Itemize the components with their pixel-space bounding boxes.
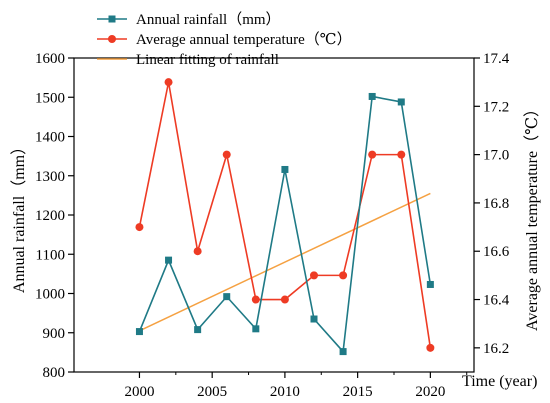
x-tick-label: 2000	[124, 384, 154, 400]
y-left-tick-label: 800	[43, 365, 66, 381]
series-1-point	[193, 247, 202, 256]
series-1-point	[339, 271, 348, 280]
series-0-point	[252, 325, 260, 333]
series-1-point	[280, 295, 289, 304]
plot-frame	[73, 57, 475, 373]
x-axis-label: Time (year)	[462, 373, 537, 390]
y-left-tick-label: 1100	[36, 247, 65, 263]
legend-marker	[108, 35, 116, 43]
legend-marker	[108, 15, 116, 23]
series-1-point	[251, 295, 260, 304]
y-axis-left-label: Annual rainfall（mm）	[10, 139, 28, 293]
series-1-point	[426, 343, 435, 352]
series-1-point	[135, 223, 144, 232]
series-0-point	[194, 326, 202, 334]
legend-label: Annual rainfall（mm）	[136, 11, 281, 28]
series-0-point	[397, 98, 405, 106]
y-left-tick-label: 1500	[35, 90, 65, 106]
series-1-point	[310, 271, 318, 280]
y-left-tick-label: 1200	[35, 208, 65, 224]
legend-label: Average annual temperature（℃）	[136, 31, 352, 48]
series-1-point	[397, 150, 406, 159]
y-right-tick-label: 17.0	[483, 148, 509, 164]
series-0-point	[339, 348, 347, 356]
y-right-tick-label: 16.8	[483, 196, 509, 212]
y-right-tick-label: 17.4	[483, 51, 510, 67]
series-1-point	[222, 150, 231, 159]
y-right-tick-label: 16.2	[483, 341, 509, 357]
series-0-point	[368, 92, 376, 100]
legend: Annual rainfall（mm） Average annual temper…	[97, 11, 352, 68]
series-layer	[135, 78, 435, 356]
series-1-line	[138, 81, 432, 348]
legend-label: Linear fitting of rainfall	[136, 52, 279, 68]
y-right-tick-label: 16.4	[483, 293, 510, 309]
series-0-point	[223, 293, 231, 301]
y-right-tick-label: 17.2	[483, 99, 509, 115]
y-left-tick-label: 900	[43, 326, 66, 342]
series-1-point	[368, 150, 377, 159]
x-tick-label: 2010	[270, 384, 300, 400]
series-0-point	[310, 315, 318, 323]
series-1-point	[164, 78, 173, 87]
series-0-point	[426, 280, 434, 288]
y-left-tick-label: 1400	[35, 130, 65, 146]
series-2-line	[139, 192, 431, 332]
y-right-tick-label: 16.6	[483, 244, 510, 260]
series-0-point	[281, 165, 289, 173]
x-tick-label: 2020	[415, 384, 445, 400]
series-0-point	[165, 256, 173, 264]
y-left-tick-label: 1300	[35, 169, 65, 185]
series-0-point	[135, 328, 143, 336]
y-left-tick-label: 1000	[35, 287, 65, 303]
y-axis-right-label: Average annual temperature（℃）	[523, 101, 541, 331]
y-left-tick-label: 1600	[35, 51, 65, 67]
axes: 2000 2005 2010 2015 2020 800 900 1000 1100 1200 13…	[35, 51, 510, 400]
series-0-line	[138, 95, 432, 354]
x-tick-label: 2005	[197, 384, 227, 400]
x-tick-label: 2015	[343, 384, 373, 400]
